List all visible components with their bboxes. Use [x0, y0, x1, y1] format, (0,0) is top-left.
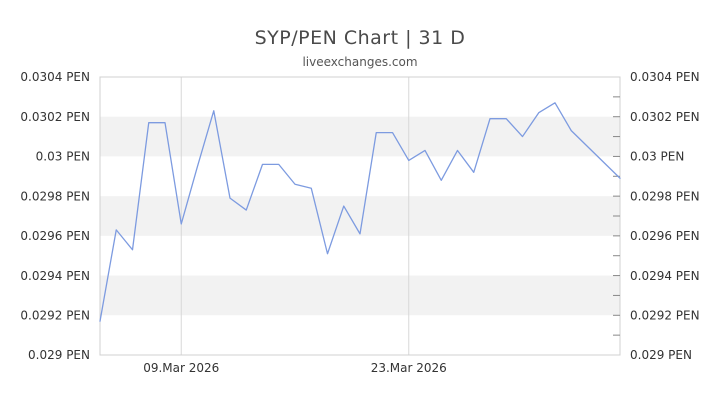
y-axis-label-left: 0.0302 PEN — [20, 110, 90, 124]
y-axis-label-left: 0.0292 PEN — [20, 308, 90, 322]
chart-title: SYP/PEN Chart | 31 D — [254, 27, 466, 49]
y-axis-label-left: 0.0296 PEN — [20, 229, 90, 243]
y-axis-label-right: 0.0296 PEN — [630, 229, 700, 243]
y-axis-label-left: 0.0304 PEN — [20, 70, 90, 84]
y-axis-label-right: 0.0298 PEN — [630, 189, 700, 203]
x-axis-label: 23.Mar 2026 — [371, 361, 447, 375]
chart-subtitle-watermark: liveexchanges.com — [302, 55, 418, 69]
y-axis-label-right: 0.0292 PEN — [630, 308, 700, 322]
y-axis-label-right: 0.0294 PEN — [630, 269, 700, 283]
y-axis-label-left: 0.0298 PEN — [20, 189, 90, 203]
y-axis-label-left: 0.029 PEN — [28, 348, 90, 362]
y-axis-label-right: 0.0302 PEN — [630, 110, 700, 124]
alternate-grid-band — [100, 275, 620, 316]
y-axis-label-right: 0.03 PEN — [630, 150, 684, 164]
y-axis-label-left: 0.03 PEN — [36, 150, 90, 164]
y-axis-label-left: 0.0294 PEN — [20, 269, 90, 283]
x-axis-label: 09.Mar 2026 — [143, 361, 219, 375]
alternate-grid-band — [100, 116, 620, 157]
y-axis-label-right: 0.029 PEN — [630, 348, 692, 362]
y-axis-label-right: 0.0304 PEN — [630, 70, 700, 84]
price-line[interactable] — [99, 102, 621, 322]
